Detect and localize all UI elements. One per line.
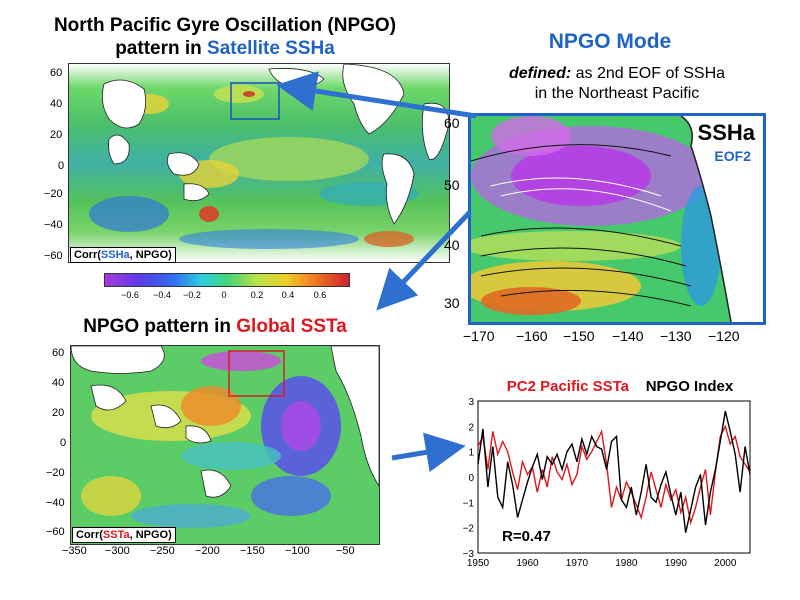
colorbar bbox=[104, 273, 350, 287]
x-tick-label: 1960 bbox=[516, 558, 539, 569]
x-tick: −160 bbox=[516, 328, 548, 344]
x-tick: −150 bbox=[563, 328, 595, 344]
colorbar-tick: −0.2 bbox=[183, 290, 201, 300]
x-tick: −100 bbox=[285, 545, 310, 557]
y-tick: −40 bbox=[46, 497, 65, 509]
x-tick-label: 1980 bbox=[615, 558, 638, 569]
legend-npgo: NPGO Index bbox=[645, 378, 734, 395]
corr-var-ssha: SSHa bbox=[100, 249, 130, 261]
x-tick: −250 bbox=[150, 545, 175, 557]
y-tick: 50 bbox=[444, 177, 460, 193]
x-tick-label: 1990 bbox=[665, 558, 688, 569]
x-tick: −130 bbox=[660, 328, 692, 344]
y-tick: 40 bbox=[50, 98, 63, 110]
x-tick: −300 bbox=[105, 545, 130, 557]
ssha-global-map bbox=[68, 63, 450, 263]
x-tick: −150 bbox=[240, 545, 265, 557]
y-tick: 20 bbox=[50, 129, 63, 141]
colorbar-ticks: −0.6 −0.4 −0.2 0 0.2 0.4 0.6 bbox=[104, 290, 350, 304]
ssha-map-svg bbox=[69, 64, 449, 262]
colorbar-tick: 0.6 bbox=[313, 290, 327, 300]
bottom-left-title-highlight: Global SSTa bbox=[236, 316, 347, 337]
bottom-left-title: NPGO pattern in Global SSTa bbox=[83, 316, 347, 337]
colorbar-tick: 0.2 bbox=[250, 290, 264, 300]
bottom-left-corr-label: Corr(SSTa, NPGO) bbox=[72, 527, 176, 543]
correlation-annotation: R=0.47 bbox=[502, 528, 551, 545]
defined-label: defined: bbox=[508, 65, 572, 82]
top-left-title-line2: pattern in Satellite SSHa bbox=[115, 38, 335, 59]
y-tick: 30 bbox=[444, 295, 460, 311]
x-tick: −350 bbox=[62, 545, 87, 557]
x-tick-label: 1970 bbox=[566, 558, 589, 569]
y-tick: −60 bbox=[46, 526, 65, 538]
y-tick: 60 bbox=[52, 347, 65, 359]
npgo-mode-definition: defined: as 2nd EOF of SSHa in the North… bbox=[508, 65, 726, 102]
npgo-mode-title: NPGO Mode bbox=[548, 30, 672, 53]
y-tick: 40 bbox=[52, 377, 65, 389]
sst-region-box bbox=[228, 350, 285, 397]
y-tick: 0 bbox=[58, 160, 65, 172]
y-tick-label: 3 bbox=[468, 397, 474, 408]
eof2-panel-label: SSHa bbox=[697, 120, 755, 145]
y-tick: −40 bbox=[44, 219, 63, 231]
x-tick: −140 bbox=[612, 328, 644, 344]
plot-frame bbox=[477, 400, 751, 554]
x-tick-label: 1950 bbox=[467, 558, 490, 569]
y-tick: −20 bbox=[46, 467, 65, 479]
y-tick: 40 bbox=[444, 237, 460, 253]
y-tick-label: −1 bbox=[463, 498, 475, 509]
sst-map-svg bbox=[71, 346, 379, 544]
ssha-eof2-map: SSHa EOF2 bbox=[468, 113, 766, 325]
x-tick: −50 bbox=[336, 545, 355, 557]
top-left-title: North Pacific Gyre Oscillation (NPGO) pa… bbox=[20, 14, 430, 60]
sst-global-map bbox=[70, 345, 380, 545]
legend-pc2: PC2 Pacific SSTa bbox=[506, 378, 630, 395]
y-tick-label: −3 bbox=[463, 549, 475, 560]
x-tick: −170 bbox=[463, 328, 495, 344]
y-tick: −20 bbox=[44, 188, 63, 200]
colorbar-tick: −0.4 bbox=[153, 290, 171, 300]
series-line-npgo bbox=[477, 410, 751, 533]
y-tick-label: −2 bbox=[463, 524, 475, 535]
corr-var-ssta: SSTa bbox=[102, 529, 130, 541]
x-tick-label: 2000 bbox=[714, 558, 737, 569]
y-tick: 20 bbox=[52, 407, 65, 419]
y-tick: −60 bbox=[44, 250, 63, 262]
colorbar-tick: 0 bbox=[221, 290, 227, 300]
x-tick: −120 bbox=[708, 328, 740, 344]
y-tick-label: 1 bbox=[468, 448, 474, 459]
colorbar-tick: 0.4 bbox=[281, 290, 295, 300]
x-tick: −200 bbox=[195, 545, 220, 557]
y-tick-label: 0 bbox=[468, 473, 474, 484]
top-left-corr-label: Corr(SSHa, NPGO) bbox=[70, 247, 176, 263]
series-line-pc2 bbox=[477, 424, 751, 526]
top-left-title-line1: North Pacific Gyre Oscillation (NPGO) bbox=[53, 15, 397, 36]
y-tick: 0 bbox=[60, 437, 67, 449]
colorbar-tick: −0.6 bbox=[121, 290, 139, 300]
eof2-map-svg bbox=[471, 116, 763, 322]
top-left-title-highlight: Satellite SSHa bbox=[207, 38, 335, 59]
y-tick-label: 2 bbox=[468, 422, 474, 433]
timeseries-title: PC2 Pacific SSTa NPGO Index bbox=[470, 378, 770, 395]
arrow-to-timeseries bbox=[391, 432, 466, 473]
eof2-panel-sublabel: EOF2 bbox=[714, 148, 751, 164]
y-tick: 60 bbox=[444, 115, 460, 131]
y-tick: 60 bbox=[50, 67, 63, 79]
